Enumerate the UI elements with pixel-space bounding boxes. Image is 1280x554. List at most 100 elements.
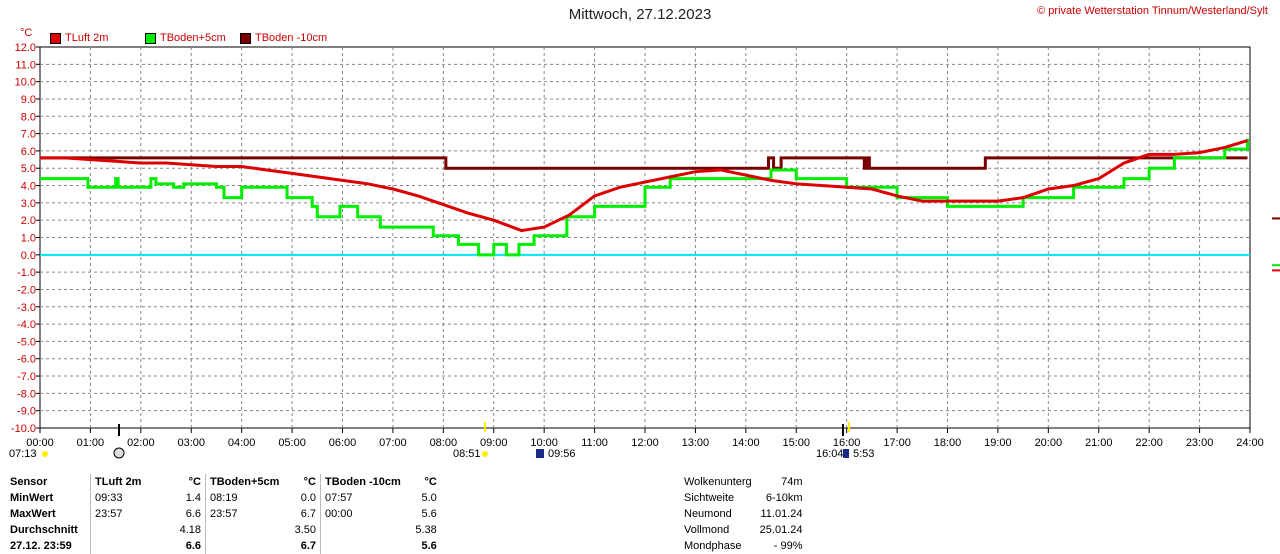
table-row: MaxWert 23:57 6.6 23:57 6.7 00:00 5.6	[6, 506, 441, 522]
y-tick-label: -2.0	[17, 284, 36, 296]
extra-label: Neumond	[684, 508, 732, 520]
tboden10-line	[40, 156, 1248, 170]
cell-time	[319, 522, 405, 538]
y-tick-label: -9.0	[17, 406, 36, 418]
y-tick-label: 12.0	[15, 42, 36, 54]
extra-label: Vollmond	[684, 524, 730, 536]
x-tick-label: 20:00	[1035, 437, 1063, 449]
x-tick-label: 01:00	[77, 437, 105, 449]
cell-value: 6.6	[185, 508, 201, 520]
y-tick-label: -5.0	[17, 336, 36, 348]
y-tick-label: 6.0	[21, 146, 36, 158]
x-tick-label: 13:00	[682, 437, 710, 449]
extra-label: Mondphase	[684, 540, 742, 552]
cell-value: 5.38	[415, 524, 437, 536]
y-tick-label: 1.0	[21, 233, 36, 245]
cell-value: 6.7	[300, 540, 316, 552]
x-tick-label: 04:00	[228, 437, 256, 449]
y-tick-label: -6.0	[17, 354, 36, 366]
y-tick-label: -1.0	[17, 267, 36, 279]
cell-value: 4.18	[179, 524, 201, 536]
chart-title: Mittwoch, 27.12.2023	[568, 6, 712, 23]
x-tick-label: 18:00	[934, 437, 962, 449]
moon-set-icon	[843, 449, 849, 458]
x-tick-label: 15:00	[782, 437, 810, 449]
x-tick-label: 06:00	[329, 437, 357, 449]
x-tick-label: 10:00	[530, 437, 558, 449]
table-header-row: Sensor TLuft 2m °C TBoden+5cm °C TBoden …	[6, 474, 441, 490]
extra-row: Neumond 11.01.24	[680, 506, 807, 522]
y-tick-label: 9.0	[21, 94, 36, 106]
y-tick-label: 7.0	[21, 129, 36, 141]
y-tick-label: 0.0	[21, 250, 36, 262]
y-tick-label: -8.0	[17, 388, 36, 400]
y-tick-label: 4.0	[21, 181, 36, 193]
x-tick-label: 22:00	[1135, 437, 1163, 449]
y-tick-label: -4.0	[17, 319, 36, 331]
cell-time	[205, 522, 284, 538]
sun-icon-2	[482, 451, 488, 457]
extra-info-table: Wolkenunterg 74m Sichtweite 6-10km Neumond…	[680, 474, 807, 554]
astro-time-3: 16:04	[816, 448, 844, 460]
astro-time-4: 5:53	[853, 448, 875, 460]
tluft-line	[40, 139, 1248, 233]
x-tick-label: 23:00	[1186, 437, 1214, 449]
legend-swatch-tboden10	[240, 32, 251, 44]
y-tick-label: -10.0	[11, 423, 36, 435]
cell-value: 6.7	[300, 508, 316, 520]
cell-time	[90, 538, 169, 554]
extra-value: 25.01.24	[759, 524, 803, 536]
y-tick-label: 5.0	[21, 163, 36, 175]
y-tick-label: 2.0	[21, 215, 36, 227]
header-unit-1: °C	[188, 476, 201, 488]
row-label: MaxWert	[10, 508, 56, 520]
cell-time: 09:33	[90, 490, 169, 506]
header-tluft: TLuft 2m	[90, 474, 169, 490]
sunrise-time: 07:13	[9, 448, 37, 460]
legend-tluft: TLuft 2m	[50, 32, 108, 44]
header-tboden5: TBoden+5cm	[205, 474, 284, 490]
legend-label-tluft: TLuft 2m	[65, 32, 109, 44]
extra-row: Vollmond 25.01.24	[680, 522, 807, 538]
moon-rise-icon	[536, 449, 544, 458]
tboden5-line	[40, 138, 1249, 257]
cell-time: 08:19	[205, 490, 284, 506]
y-tick-label: 3.0	[21, 198, 36, 210]
table-row: Durchschnitt 4.18 3.50 5.38	[6, 522, 441, 538]
extra-row: Sichtweite 6-10km	[680, 490, 807, 506]
temperature-chart: 12.0 11.0 10.0 9.0 8.0 7.0 6.0 5.0 4.0 3.0 2.0 1.0 0…	[11, 42, 1280, 459]
x-tick-label: 14:00	[732, 437, 760, 449]
legend-tboden5: TBoden+5cm	[145, 32, 226, 44]
x-tick-label: 02:00	[127, 437, 155, 449]
x-tick-label: 24:00	[1236, 437, 1264, 449]
table-row: 27.12. 23:59 6.6 6.7 5.6	[6, 538, 441, 554]
x-tick-label: 16:00	[833, 437, 861, 449]
cell-value: 1.4	[185, 492, 201, 504]
cell-time	[205, 538, 284, 554]
cell-value: 5.0	[421, 492, 437, 504]
x-tick-label: 11:00	[581, 437, 608, 449]
cell-value: 5.6	[421, 540, 437, 552]
x-tick-label: 05:00	[278, 437, 306, 449]
extra-value: 6-10km	[765, 492, 803, 504]
cell-value: 0.0	[300, 492, 316, 504]
row-label: 27.12. 23:59	[10, 540, 72, 552]
x-tick-label: 21:00	[1085, 437, 1113, 449]
table-row: MinWert 09:33 1.4 08:19 0.0 07:57 5.0	[6, 490, 441, 506]
extra-value: - 99%	[773, 540, 803, 552]
extra-label: Wolkenunterg	[684, 476, 752, 488]
header-unit-3: °C	[424, 476, 437, 488]
legend-swatch-tluft	[50, 32, 61, 44]
cell-time: 23:57	[90, 506, 169, 522]
header-unit-2: °C	[303, 476, 316, 488]
header-sensor: Sensor	[10, 476, 48, 488]
extra-row: Mondphase - 99%	[680, 538, 807, 554]
sun-icon-1	[42, 451, 48, 457]
cell-time	[319, 538, 405, 554]
row-label: MinWert	[10, 492, 54, 504]
cell-time	[90, 522, 169, 538]
statistics-table: Sensor TLuft 2m °C TBoden+5cm °C TBoden …	[6, 474, 441, 554]
cell-time: 23:57	[205, 506, 284, 522]
y-tick-label: -3.0	[17, 302, 36, 314]
y-tick-label: 10.0	[15, 77, 36, 89]
